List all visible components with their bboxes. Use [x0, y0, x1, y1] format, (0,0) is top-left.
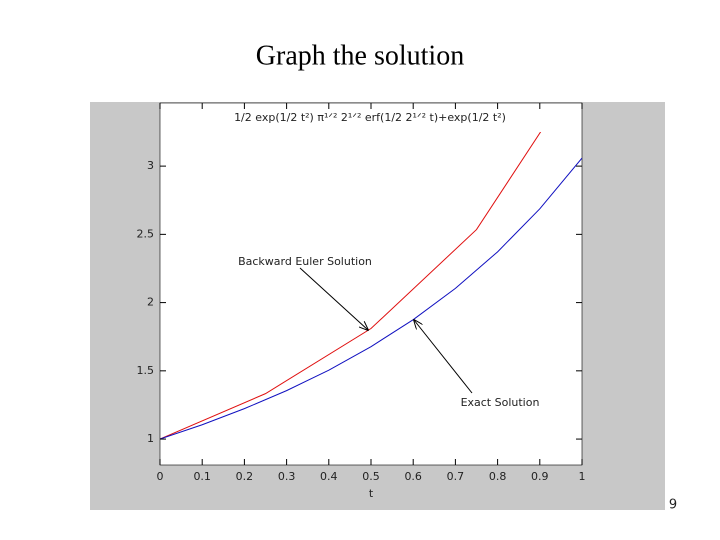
annotation: Backward Euler Solution	[238, 255, 372, 268]
annotation-arrow	[299, 267, 368, 330]
x-tick-label: 0.1	[193, 470, 211, 483]
slide-title: Graph the solution	[256, 40, 464, 71]
x-tick-label: 0.9	[531, 470, 549, 483]
page-number: 9	[669, 498, 677, 513]
y-tick-label: 3	[147, 159, 154, 172]
x-tick-label: 0.8	[489, 470, 507, 483]
x-axis-label: t	[369, 487, 374, 500]
x-tick-label: 0.2	[236, 470, 254, 483]
x-tick-label: 0.4	[320, 470, 338, 483]
series-line	[160, 132, 542, 440]
x-tick-label: 1	[579, 470, 586, 483]
x-tick-label: 0.6	[404, 470, 422, 483]
annotation-arrow	[414, 320, 473, 394]
plot-area	[160, 132, 582, 440]
x-tick-label: 0.5	[362, 470, 380, 483]
x-tick-label: 0.7	[447, 470, 465, 483]
annotation: Exact Solution	[461, 396, 540, 409]
y-tick-label: 1	[147, 432, 154, 445]
y-tick-label: 2.5	[137, 227, 155, 240]
axes-box	[159, 102, 583, 466]
series-line	[160, 157, 582, 440]
y-tick-label: 2	[147, 296, 154, 309]
y-tick-label: 1.5	[137, 364, 155, 377]
x-tick-label: 0	[157, 470, 164, 483]
x-tick-label: 0.3	[278, 470, 296, 483]
axes-title: 1/2 exp(1/2 t²) π¹ᐟ² 2¹ᐟ² erf(1/2 2¹ᐟ² t…	[234, 111, 506, 124]
